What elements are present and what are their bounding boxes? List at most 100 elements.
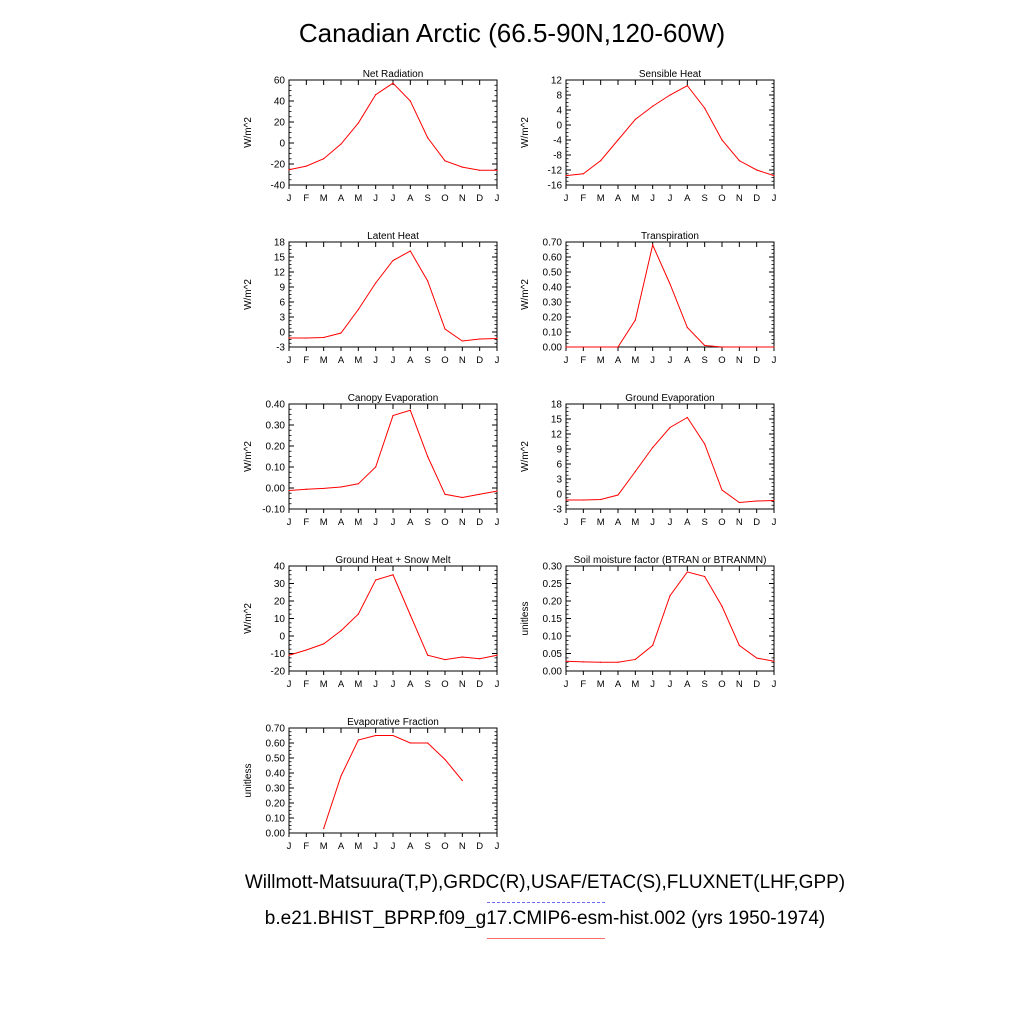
x-tick-label: N <box>459 517 466 528</box>
y-tick-label: 8 <box>556 91 562 102</box>
y-tick-label: 0.20 <box>543 313 563 324</box>
data-point <box>582 499 584 501</box>
series-line <box>289 250 498 342</box>
data-point <box>479 493 481 495</box>
y-tick-label: 0.60 <box>266 739 286 750</box>
y-tick-label: 0.00 <box>543 343 563 354</box>
plot-frame <box>565 403 775 510</box>
x-tick-label: M <box>320 841 328 852</box>
x-tick-label: J <box>287 193 292 204</box>
y-tick-label: 4 <box>556 106 562 117</box>
data-point <box>409 614 411 616</box>
data-point <box>323 827 325 830</box>
y-tick-label: 9 <box>279 283 285 294</box>
x-tick-label: J <box>564 355 569 366</box>
x-tick-label: J <box>564 517 569 528</box>
data-point <box>392 734 394 737</box>
y-tick-label: 0 <box>279 632 285 643</box>
data-point <box>738 644 740 647</box>
panel-title: Net Radiation <box>363 69 424 80</box>
x-tick-label: D <box>476 517 483 528</box>
y-axis-label: W/m^2 <box>243 441 254 472</box>
y-tick-label: 40 <box>274 97 286 108</box>
plot-frame <box>288 727 498 834</box>
data-point <box>427 654 429 656</box>
y-tick-label: 0.05 <box>543 649 563 660</box>
y-tick-label: 20 <box>274 597 286 608</box>
x-tick-label: J <box>650 193 655 204</box>
data-point <box>756 500 758 502</box>
data-point <box>427 280 429 282</box>
data-point <box>565 499 567 501</box>
x-tick-label: J <box>650 517 655 528</box>
data-point <box>669 595 671 597</box>
data-point <box>756 657 758 659</box>
data-point <box>704 575 706 578</box>
data-point <box>600 346 602 348</box>
data-point <box>340 486 342 488</box>
data-point <box>634 470 636 473</box>
data-point <box>496 337 498 340</box>
y-tick-label: 0.30 <box>266 421 286 432</box>
data-point <box>617 346 619 348</box>
y-tick-label: -10 <box>271 649 286 660</box>
y-tick-label: 0.20 <box>266 799 286 810</box>
data-point <box>600 498 602 501</box>
y-axis-label: W/m^2 <box>243 279 254 310</box>
chart-panel: Soil moisture factor (BTRAN or BTRANMN) u… <box>520 555 777 690</box>
series-line <box>288 574 498 661</box>
plot-frame <box>565 241 775 348</box>
x-tick-label: J <box>495 517 500 528</box>
x-tick-label: O <box>441 841 448 852</box>
data-point <box>756 346 758 348</box>
x-tick-label: D <box>753 355 760 366</box>
x-tick-label: A <box>615 517 622 528</box>
x-tick-label: A <box>338 193 345 204</box>
data-point <box>288 654 290 656</box>
y-tick-label: 0 <box>556 121 562 132</box>
x-tick-label: A <box>338 841 345 852</box>
data-point <box>652 244 654 246</box>
y-tick-label: 15 <box>551 415 563 426</box>
chart-panel: Canopy Evaporation W/m^2 -0.10 0.00 0.10 0.20… <box>243 393 500 528</box>
x-tick-label: J <box>668 517 673 528</box>
data-point <box>721 605 723 607</box>
data-point <box>288 337 290 339</box>
x-tick-label: J <box>772 193 777 204</box>
x-tick-label: A <box>407 841 414 852</box>
y-tick-label: 0.25 <box>543 579 563 590</box>
data-point <box>409 250 411 252</box>
x-tick-label: M <box>354 841 362 852</box>
data-point <box>565 660 567 662</box>
y-tick-label: 30 <box>274 579 286 590</box>
y-axis-label: W/m^2 <box>243 117 254 148</box>
x-tick-label: M <box>631 193 639 204</box>
x-tick-label: N <box>459 355 466 366</box>
footer-model-case: b.e21.BHIST_BPRP.f09_g17.CMIP6-esm-hist.… <box>264 908 826 929</box>
y-tick-label: 40 <box>274 562 286 573</box>
x-tick-label: A <box>407 193 414 204</box>
y-tick-label: 0.50 <box>543 268 563 279</box>
x-tick-label: J <box>373 355 378 366</box>
x-tick-label: N <box>459 841 466 852</box>
x-tick-label: N <box>736 355 743 366</box>
x-tick-label: J <box>772 517 777 528</box>
y-tick-label: 18 <box>551 400 563 411</box>
x-tick-label: J <box>287 355 292 366</box>
data-point <box>375 94 377 96</box>
y-axis-label: W/m^2 <box>243 603 254 634</box>
x-tick-label: D <box>753 679 760 690</box>
data-point <box>669 283 671 285</box>
x-tick-label: A <box>684 355 691 366</box>
data-point <box>409 742 411 744</box>
chart-panel: Evaporative Fraction unitless 0.00 0.10 0.20… <box>243 717 500 852</box>
data-point <box>704 344 706 347</box>
y-tick-label: 0.15 <box>543 614 563 625</box>
x-tick-label: J <box>495 355 500 366</box>
y-axis-label: W/m^2 <box>520 117 531 148</box>
panel-title: Ground Evaporation <box>625 393 715 404</box>
data-point <box>461 496 463 499</box>
y-tick-label: 0.40 <box>543 283 563 294</box>
